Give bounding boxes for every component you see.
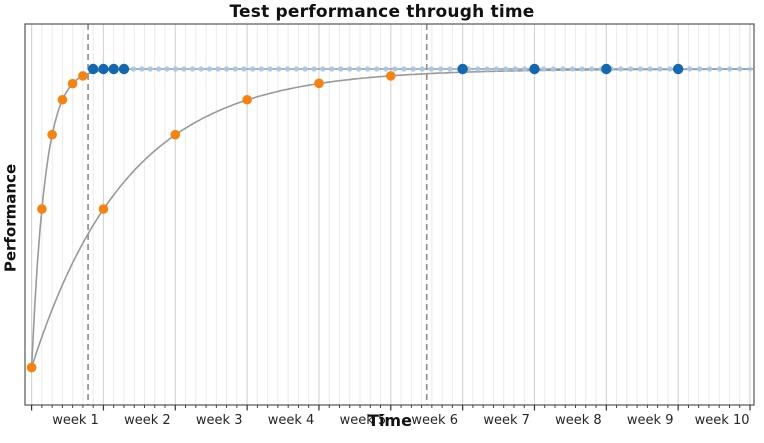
scheduled-test-dot (383, 66, 389, 72)
x-tick-label: week 6 (411, 413, 458, 428)
scheduled-test-dot (627, 66, 634, 72)
scheduled-test-dot (346, 66, 353, 72)
x-tick-label: week 8 (555, 413, 602, 428)
scheduled-test-dot (428, 66, 435, 72)
scheduled-test-dot (164, 66, 170, 72)
learning-test-dot (47, 129, 57, 140)
scheduled-test-dot (437, 66, 444, 72)
scheduled-test-dot (374, 66, 380, 72)
scheduled-test-dot (588, 66, 595, 72)
x-tick-label: week 9 (627, 413, 674, 428)
scheduled-test-dot (667, 66, 673, 72)
scheduled-test-dot (512, 66, 518, 72)
scheduled-test-dot (147, 66, 153, 72)
scheduled-test-dot (484, 66, 490, 72)
scheduled-test-dot (706, 66, 713, 72)
x-tick-label: week 2 (124, 413, 171, 428)
scheduled-test-dot (447, 66, 453, 72)
plot-border (24, 23, 755, 406)
learning-test-dot (242, 94, 252, 105)
scheduled-test-dot (355, 66, 362, 72)
scheduled-test-dot (338, 66, 344, 72)
scheduled-test-dot (726, 66, 733, 72)
scheduled-test-dot (550, 66, 556, 72)
scheduled-test-dot (392, 66, 398, 72)
scheduled-test-dot (569, 66, 576, 72)
scheduled-test-dot (579, 66, 585, 72)
learning-test-dot (170, 129, 181, 140)
slow-learner-curve (30, 68, 753, 368)
scheduled-test-dot (206, 66, 213, 72)
scheduled-test-dot (302, 66, 308, 72)
scheduled-test-dot (241, 66, 247, 72)
scheduled-test-dot (410, 66, 416, 72)
scheduled-test-dot (198, 66, 204, 72)
scheduled-test-dot (401, 66, 407, 72)
scheduled-test-dot (320, 66, 326, 72)
fast-learner-curve (30, 68, 753, 368)
scheduled-test-dot (737, 66, 743, 72)
scheduled-test-dot (329, 66, 335, 72)
scheduled-test-dot (637, 66, 644, 72)
scheduled-test-dot (716, 66, 723, 72)
mastery-test-dot (98, 63, 109, 75)
scheduled-test-dot (560, 66, 566, 72)
scheduled-test-dot (686, 66, 693, 72)
scheduled-test-dot (155, 66, 162, 72)
learning-test-dot (67, 78, 78, 89)
learning-test-dot (78, 71, 88, 81)
scheduled-test-dot (364, 66, 371, 72)
x-tick-label: week 1 (52, 413, 99, 428)
scheduled-test-dot (747, 66, 753, 72)
scheduled-test-dot (475, 66, 481, 72)
scheduled-test-dot (293, 66, 300, 72)
mastery-test-dot (457, 63, 468, 75)
x-axis-label: Time (368, 411, 412, 430)
scheduled-test-dot (657, 66, 663, 72)
scheduled-test-dot (223, 66, 230, 72)
scheduled-test-dot (258, 66, 265, 72)
learning-test-dot (37, 204, 47, 214)
scheduled-test-dot (232, 66, 239, 72)
scheduled-test-dot (284, 66, 291, 72)
scheduled-test-dot (139, 66, 145, 72)
scheduled-test-dot (130, 66, 137, 72)
scheduled-test-dot (172, 66, 179, 72)
scheduled-test-dot (267, 66, 273, 72)
mastery-test-dot (118, 63, 130, 75)
scheduled-test-dot (189, 66, 196, 72)
scheduled-test-dot (419, 66, 425, 72)
mastery-test-dot (108, 63, 119, 75)
scheduled-test-dot (493, 66, 500, 72)
learning-test-dot (57, 94, 68, 105)
mastery-test-dot (672, 63, 684, 75)
x-tick-label: week 10 (695, 413, 750, 428)
x-tick-label: week 3 (196, 413, 243, 428)
scheduled-test-dot (647, 66, 653, 72)
scheduled-test-dot (276, 66, 282, 72)
x-tick-label: week 7 (483, 413, 530, 428)
scheduled-test-dot (541, 66, 547, 72)
scheduled-test-dot (249, 66, 256, 72)
scheduled-test-dot (696, 66, 703, 72)
scheduled-test-dot (618, 66, 624, 72)
scheduled-test-dot (181, 66, 187, 72)
mastery-test-dot (87, 63, 99, 75)
scheduled-test-dot (215, 66, 221, 72)
learning-test-dot (386, 71, 396, 81)
scheduled-test-dot (503, 66, 509, 72)
mastery-test-dot (529, 63, 540, 75)
scheduled-test-dot (522, 66, 528, 72)
x-tick-label: week 4 (268, 413, 315, 428)
scheduled-test-dot (311, 66, 317, 72)
mastery-test-dot (601, 63, 612, 75)
learning-test-dot (26, 362, 37, 373)
learning-test-dot (314, 78, 324, 89)
chart-title: Test performance through time (229, 2, 535, 22)
learning-test-dot (98, 204, 109, 214)
x-tick-label: week 5 (340, 413, 387, 428)
